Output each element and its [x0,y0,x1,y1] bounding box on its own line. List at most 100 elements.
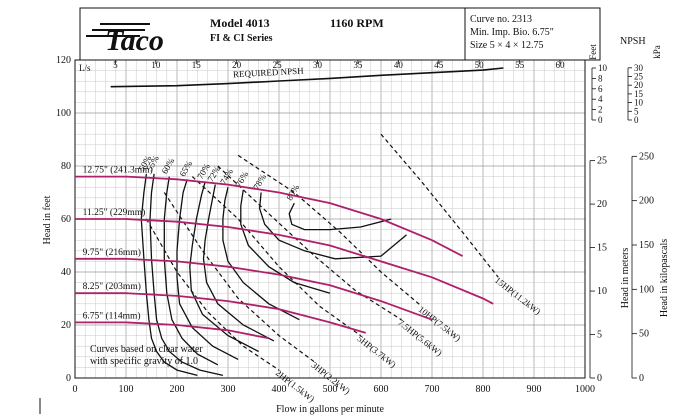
impeller-label: 6.75" (114mm) [83,310,141,321]
x-tick-label: 100 [119,384,134,395]
npsh-feet-tick-label: 4 [598,94,603,104]
power-line [237,154,423,307]
ls-tick-label: 10 [151,60,161,70]
y-tick-label: 0 [66,373,71,384]
npsh-feet-tick-label: 8 [598,73,603,83]
impeller-label: 9.75" (216mm) [83,247,141,258]
x-tick-label: 600 [374,384,389,395]
series-label: FI & CI Series [210,33,273,44]
efficiency-curve [240,189,331,294]
brand-logo-text: Taco [105,24,164,57]
impeller-label: 11.25" (229mm) [83,207,146,218]
power-line [191,176,361,337]
npsh-kpa-tick-label: 0 [634,115,639,125]
ls-tick-label: 60 [556,60,566,70]
meters-axis-label: Head in meters [620,248,631,309]
taco-logo: Taco [86,23,164,57]
axes: 0 100 200 300 400 500 600 700 800 900 100002040608… [56,55,654,395]
power-line [163,192,316,363]
x-tick-label: 900 [527,384,542,395]
curve-number: Curve no. 2313 [470,14,532,25]
power-line [380,133,499,278]
min-impeller: Min. Imp. Bio. 6.75" [470,27,554,38]
header: Taco Model 4013 FI & CI Series 1160 RPM … [79,7,601,61]
ls-tick-label: 5 [113,60,118,70]
impeller-curve [75,321,269,340]
meters-tick-label: 25 [597,156,607,167]
ls-tick-label: 45 [434,60,444,70]
impeller-label: 8.25" (203mm) [83,281,141,292]
power-line-label: 5HP(3.7kW) [355,333,398,369]
kpa-tick-label: 100 [639,284,654,295]
ls-tick-label: 50 [475,60,485,70]
npsh-kpa-tick-label: 20 [634,80,644,90]
x-tick-label: 300 [221,384,236,395]
y-tick-label: 120 [56,55,71,66]
power-line [145,218,280,371]
efficiency-label: 65% [177,159,194,179]
npsh-feet-tick-label: 10 [598,63,608,73]
x-tick-label: 500 [323,384,338,395]
efficiency-curve [149,173,224,377]
kpa-tick-label: 50 [639,329,649,340]
npsh-feet-tick-label: 0 [598,115,603,125]
y-tick-label: 60 [61,214,71,225]
impeller-curve [75,292,366,334]
x-tick-label: 1000 [575,384,595,395]
kpa-tick-label: 250 [639,151,654,162]
y-tick-label: 100 [56,108,71,119]
y-tick-label: 80 [61,161,71,172]
note-line-2: with specific gravity of 1.0 [90,356,198,367]
meters-tick-label: 10 [597,286,607,297]
npsh-kpa-tick-label: 10 [634,98,644,108]
npsh-feet-tick-label: 6 [598,84,603,94]
power-line [217,165,402,321]
kpa-tick-label: 0 [639,373,644,384]
efficiency-label: 80% [284,182,301,202]
kpa-tick-label: 150 [639,240,654,251]
x-tick-label: 400 [272,384,287,395]
efficiency-curve [288,202,392,231]
impeller-curve [75,218,494,305]
note: Curves based on clear water with specifi… [90,344,203,367]
required-npsh-label: REQUIRED NPSH [233,66,305,80]
npsh-kpa-tick-label: 15 [634,89,644,99]
meters-tick-label: 15 [597,243,607,254]
ls-tick-label: 35 [353,60,363,70]
npsh-label: NPSH [620,36,646,47]
meters-tick-label: 20 [597,199,607,210]
ls-tick-label: 55 [515,60,525,70]
npsh-feet-label: Feet [588,44,598,60]
y-axis-label: Head in feet [42,195,53,244]
meters-tick-label: 5 [597,330,602,341]
power-line-label: 15HP(11.2kW) [493,275,542,317]
ls-axis-label: L/s [79,63,91,73]
x-axis-label: Flow in gallons per minute [276,404,384,415]
npsh-kpa-tick-label: 25 [634,72,644,82]
efficiency-curve [140,173,198,377]
efficiency-curve [258,192,407,260]
x-tick-label: 700 [425,384,440,395]
rpm-label: 1160 RPM [330,16,384,30]
efficiency-curve [202,184,275,342]
efficiency-curve [163,176,219,366]
y-tick-label: 40 [61,267,71,278]
note-line-1: Curves based on clear water [90,344,203,355]
required-npsh-curve [110,67,504,88]
model-label: Model 4013 [210,16,270,30]
pump-size: Size 5 × 4 × 12.75 [470,40,544,51]
x-tick-label: 0 [73,384,78,395]
kpa-axis-label: Head in kilopascals [659,239,670,317]
efficiency-curve [222,187,300,321]
npsh-kpa-tick-label: 5 [634,106,639,116]
y-tick-label: 20 [61,320,71,331]
x-tick-label: 200 [170,384,185,395]
meters-tick-label: 0 [597,373,602,384]
impeller-curve [75,175,464,257]
grid [74,59,586,379]
impeller-curve [75,257,433,321]
ls-tick-label: 20 [232,60,242,70]
npsh-kpa-tick-label: 30 [634,63,644,73]
ls-tick-label: 25 [273,60,283,70]
